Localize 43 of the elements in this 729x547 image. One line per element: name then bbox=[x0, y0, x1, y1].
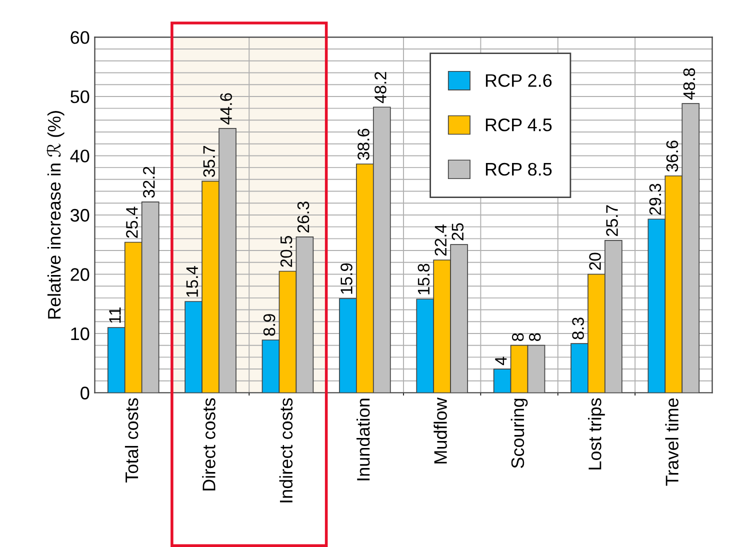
legend-label: RCP 2.6 bbox=[486, 74, 552, 87]
data-label: 22.4 bbox=[434, 224, 446, 256]
y-tick-label: 30 bbox=[70, 208, 90, 222]
y-tick-label: 20 bbox=[70, 268, 90, 281]
x-tick-label: Total costs bbox=[124, 398, 138, 482]
y-tick-label: 0 bbox=[80, 386, 90, 400]
data-label: 44.6 bbox=[220, 93, 232, 125]
y-tick-label: 60 bbox=[70, 31, 90, 44]
data-label: 32.2 bbox=[143, 166, 155, 198]
data-label: 8 bbox=[528, 333, 541, 342]
data-label: 25.7 bbox=[606, 205, 618, 236]
y-axis-title: Relative increase in ℛ (%) bbox=[46, 111, 64, 319]
data-label: 15.8 bbox=[418, 264, 430, 294]
x-tick-label: Lost trips bbox=[588, 398, 605, 470]
y-tick-label: 50 bbox=[70, 90, 90, 104]
y-tick-label: 10 bbox=[71, 327, 90, 340]
data-label: 8.9 bbox=[263, 314, 276, 336]
data-label: 29.3 bbox=[649, 184, 662, 215]
data-label: 26.3 bbox=[297, 202, 310, 233]
legend-label: RCP 8.5 bbox=[486, 162, 552, 176]
data-label: 48.8 bbox=[683, 68, 696, 100]
data-label: 11 bbox=[109, 308, 121, 323]
x-tick-label: Scouring bbox=[510, 398, 528, 468]
data-label: 20.5 bbox=[280, 236, 292, 267]
data-label: 36.6 bbox=[666, 140, 678, 172]
data-label: 8.3 bbox=[572, 318, 584, 340]
x-tick-label: Travel time bbox=[665, 398, 678, 486]
data-label: 15.9 bbox=[340, 263, 352, 294]
x-tick-label: Mudflow bbox=[434, 398, 447, 464]
x-tick-label: Direct costs bbox=[202, 398, 216, 490]
data-label: 4 bbox=[495, 356, 507, 366]
data-label: 8 bbox=[512, 333, 524, 342]
data-label: 48.2 bbox=[374, 72, 386, 104]
x-tick-label: Inundation bbox=[356, 398, 370, 480]
data-label: 35.7 bbox=[203, 146, 216, 178]
data-label: 20 bbox=[589, 252, 601, 270]
x-tick-label: Indirect costs bbox=[279, 398, 293, 502]
y-tick-label: 40 bbox=[70, 150, 90, 162]
data-label: 25 bbox=[452, 223, 464, 240]
legend-label: RCP 4.5 bbox=[486, 118, 552, 132]
data-label: 15.4 bbox=[186, 266, 198, 297]
data-label: 25.4 bbox=[126, 206, 138, 238]
data-label: 38.6 bbox=[358, 128, 370, 160]
